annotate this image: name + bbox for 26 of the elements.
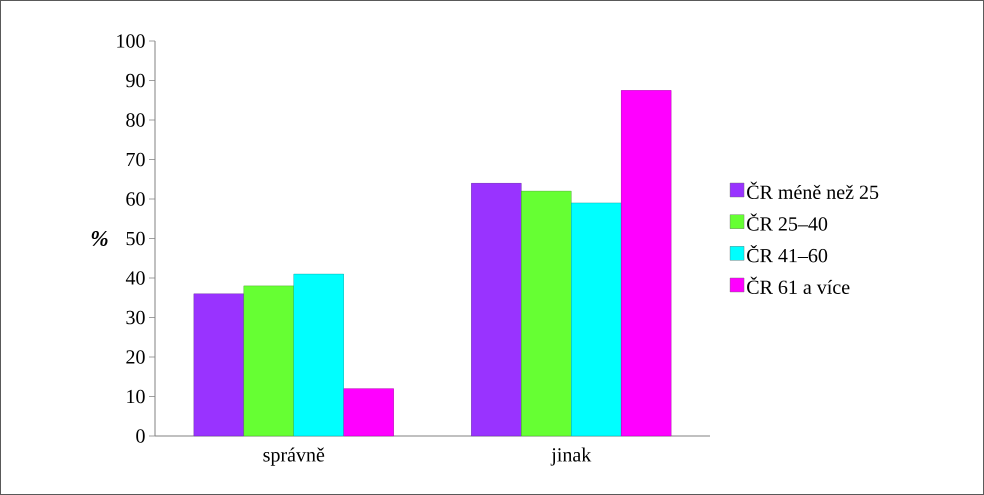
y-tick-label: 10	[127, 390, 145, 404]
legend-label: ČR 61 a více	[747, 276, 850, 294]
y-tick-label: 100	[117, 34, 145, 48]
x-tick-label: správně	[263, 448, 324, 466]
y-tick-label: 70	[126, 152, 145, 166]
bar	[571, 202, 622, 436]
y-axis-title: %	[92, 231, 108, 246]
bar	[471, 182, 522, 436]
y-tick-label: 50	[126, 232, 145, 246]
bar	[294, 274, 344, 436]
legend-label: ČR 25–40	[747, 213, 828, 231]
bar	[244, 286, 294, 436]
legend-label: ČR méně než 25	[747, 182, 878, 200]
y-tick-label: 30	[126, 310, 145, 324]
y-tick-label: 60	[126, 192, 145, 206]
x-tick-label: jinak	[550, 448, 592, 466]
y-tick-label: 80	[126, 113, 145, 127]
bar	[521, 190, 572, 436]
y-tick-label: 0	[136, 429, 145, 443]
bar	[194, 294, 244, 436]
y-tick-label: 90	[126, 74, 145, 88]
legend-label: ČR 41–60	[747, 244, 828, 262]
bar	[344, 388, 394, 436]
y-tick-label: 20	[126, 350, 145, 364]
y-tick-label: 40	[126, 271, 145, 285]
bar	[621, 90, 672, 436]
